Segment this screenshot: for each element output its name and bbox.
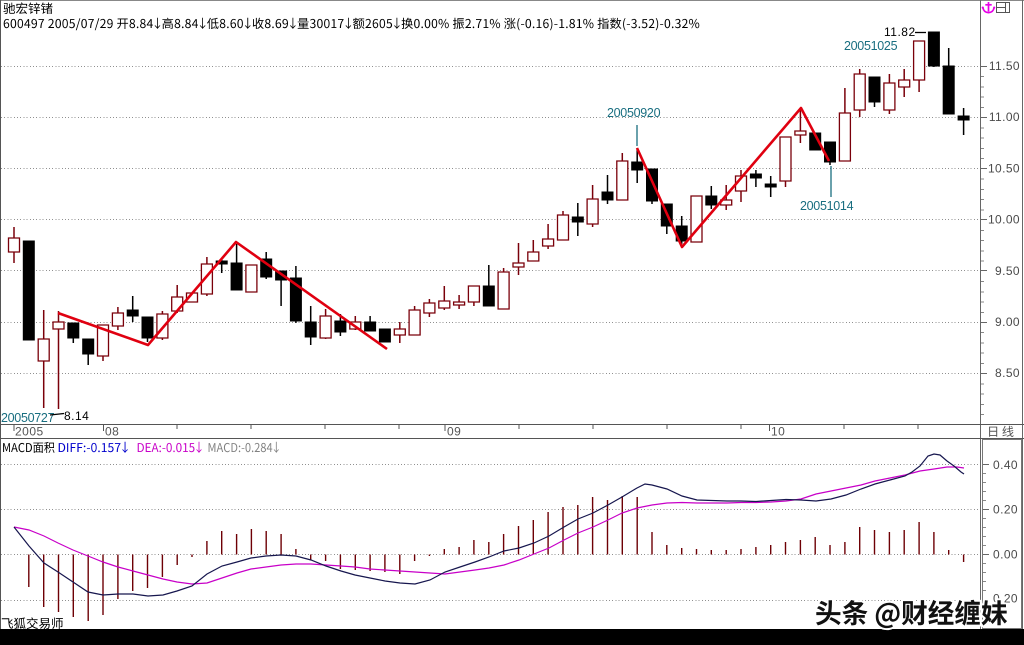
svg-text:9.00: 9.00 <box>995 315 1020 329</box>
svg-text:0.40: 0.40 <box>993 458 1018 472</box>
svg-text:10.50: 10.50 <box>988 161 1020 175</box>
svg-text:20050727: 20050727 <box>1 411 55 425</box>
svg-text:10.00: 10.00 <box>988 213 1020 227</box>
svg-text:20051025: 20051025 <box>844 39 898 53</box>
svg-text:2005: 2005 <box>15 425 44 439</box>
svg-text:08: 08 <box>105 425 119 439</box>
svg-text:10: 10 <box>771 425 785 439</box>
svg-text:8.14: 8.14 <box>64 409 89 423</box>
svg-text:0.20: 0.20 <box>993 503 1018 517</box>
svg-text:11.82: 11.82 <box>884 25 916 39</box>
svg-text:11.00: 11.00 <box>989 110 1020 124</box>
svg-text:9.50: 9.50 <box>995 264 1020 278</box>
svg-text:09: 09 <box>447 425 461 439</box>
svg-text:20051014: 20051014 <box>800 199 854 213</box>
svg-text:8.50: 8.50 <box>995 366 1020 380</box>
svg-text:11.50: 11.50 <box>989 59 1020 73</box>
svg-text:20050920: 20050920 <box>607 106 661 120</box>
svg-text:0.00: 0.00 <box>993 548 1018 562</box>
